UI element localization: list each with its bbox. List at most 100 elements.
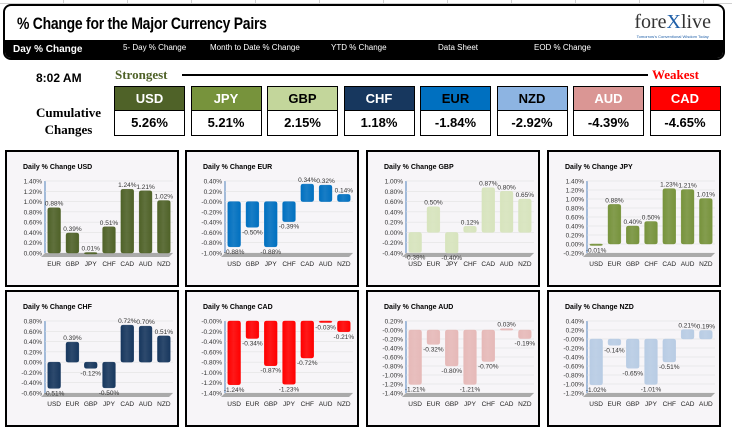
bar-aud	[680, 189, 695, 245]
bar-chart: Daily % Change JPY-0.20%0.00%0.20%0.40%0…	[563, 164, 715, 268]
data-label: 0.39%	[63, 226, 82, 233]
y-tick-label: -0.20%	[382, 240, 403, 247]
x-tick-label: JPY	[645, 401, 658, 408]
bar-chart: Daily % Change CHF -0.60% -0.40% -0.20% 0.00…	[21, 304, 173, 408]
x-tick-label: JPY	[464, 401, 477, 408]
data-label: -1.21%	[405, 386, 426, 393]
y-tick-label: 0.20%	[24, 349, 43, 356]
data-label: 0.34%	[298, 177, 317, 184]
bar-gbp	[264, 320, 278, 366]
currency-code: AUD	[574, 87, 643, 111]
currency-box-eur: EUR -1.84%	[420, 86, 491, 136]
data-label: -0.21%	[334, 334, 355, 341]
x-tick-label: JPY	[283, 401, 296, 408]
currency-code: CHF	[344, 87, 414, 111]
y-tick-label: -1.20%	[201, 380, 222, 387]
data-label: 0.50%	[642, 215, 661, 222]
x-tick-label: JPY	[103, 401, 116, 408]
currency-box-gbp: GBP 2.15%	[267, 86, 338, 136]
x-tick-label: CAD	[120, 261, 134, 268]
currency-box-nzd: NZD -2.92%	[496, 86, 568, 136]
y-tick-label: 1.00%	[24, 199, 43, 206]
timestamp: 8:02 AM	[36, 71, 82, 85]
tab-data-sheet[interactable]: Data Sheet	[438, 43, 479, 52]
data-label: -0.12%	[80, 370, 101, 377]
x-tick-label: GBP	[626, 261, 640, 268]
y-tick-label: -0.20%	[563, 251, 584, 258]
tab-eod-change[interactable]: EOD % Change	[534, 43, 591, 52]
data-label: 1.21%	[678, 183, 697, 190]
data-label: 0.80%	[497, 184, 516, 191]
x-tick-label: NZD	[337, 261, 351, 268]
x-tick-label: NZD	[699, 261, 713, 268]
x-tick-label: NZD	[157, 401, 171, 408]
y-tick-label: -1.20%	[563, 391, 584, 398]
x-tick-label: CHF	[301, 401, 314, 408]
bar-eur	[245, 320, 260, 339]
y-tick-label: -0.40%	[201, 220, 222, 227]
bar-chf	[102, 226, 116, 254]
tab-ytd-change[interactable]: YTD % Change	[331, 43, 387, 52]
chart-title: Daily % Change JPY	[565, 164, 633, 171]
data-label: -1.23%	[279, 386, 300, 393]
x-tick-label: EUR	[427, 401, 441, 408]
y-tick-label: 0.20%	[204, 189, 223, 196]
currency-code: GBP	[268, 87, 337, 111]
y-tick-label: 0.00%	[24, 251, 43, 258]
bar-usd	[589, 338, 603, 386]
x-tick-label: CAD	[681, 401, 695, 408]
bar-nzd	[337, 194, 351, 202]
cumulative-change-value: -2.92%	[497, 111, 567, 135]
x-tick-label: NZD	[518, 261, 532, 268]
data-label: 0.01%	[81, 245, 100, 252]
bar-chart: Daily % Change CAD -1.40% -1.20% -1.00% -0.8…	[201, 304, 355, 408]
tab-month-to-date[interactable]: Month to Date % Change	[210, 43, 300, 52]
y-tick-label: 0.60%	[385, 199, 404, 206]
x-tick-label: NZD	[157, 261, 171, 268]
x-tick-label: USD	[47, 401, 61, 408]
bar-gbp	[445, 329, 459, 367]
bar-gbp	[626, 338, 640, 369]
chart-panel-nzd: Daily % Change NZD -1.20% -1.00% -0.80% -0.6…	[547, 290, 721, 427]
chart-panel-jpy: Daily % Change JPY -0.20% 0.00% 0.20% 0.40% 0…	[547, 150, 721, 287]
currency-code: JPY	[191, 87, 261, 111]
data-label: 0.88%	[45, 201, 64, 208]
tab-day-change[interactable]: Day % Change	[13, 44, 83, 55]
x-tick-label: USD	[227, 261, 241, 268]
y-tick-label: -1.00%	[563, 382, 584, 389]
y-tick-label: 0.60%	[24, 220, 43, 227]
y-tick-label: -0.20%	[201, 329, 222, 336]
y-tick-label: -1.00%	[201, 370, 222, 377]
y-tick-label: 0.60%	[566, 215, 585, 222]
y-tick-label: -0.80%	[201, 240, 222, 247]
x-tick-label: GBP	[445, 401, 459, 408]
header-banner: % Change for the Major Currency Pairs fo…	[3, 4, 725, 60]
tab-5-day-change[interactable]: 5- Day % Change	[123, 43, 187, 52]
x-tick-label: USD	[227, 401, 241, 408]
bar-usd	[227, 320, 241, 385]
data-label: -0.87%	[260, 368, 281, 375]
bar-eur	[47, 207, 61, 254]
y-tick-label: 0.20%	[24, 240, 43, 247]
data-label: -0.40%	[441, 255, 462, 262]
y-tick-label: 0.40%	[566, 319, 585, 326]
cumulative-change-value: 5.21%	[191, 111, 261, 135]
bar-aud	[499, 191, 514, 233]
data-label: -1.21%	[460, 386, 481, 393]
data-label: 0.50%	[424, 200, 443, 207]
currency-code: USD	[115, 87, 184, 111]
chart-title: Daily % Change EUR	[203, 164, 272, 171]
bar-eur	[426, 206, 441, 233]
y-tick-label: -0.40%	[21, 380, 42, 387]
y-tick-label: -0.20%	[563, 346, 584, 353]
bar-aud	[699, 330, 713, 340]
bar-chf	[481, 329, 495, 362]
data-label: 0.03%	[497, 322, 516, 329]
x-tick-label: NZD	[518, 401, 532, 408]
spreadsheet-gridlines	[0, 0, 732, 4]
y-tick-label: 0.80%	[566, 206, 585, 213]
x-tick-label: AUD	[139, 401, 153, 408]
bar-eur	[65, 341, 80, 363]
data-label: -0.39%	[279, 224, 300, 231]
y-tick-label: -0.20%	[21, 370, 42, 377]
